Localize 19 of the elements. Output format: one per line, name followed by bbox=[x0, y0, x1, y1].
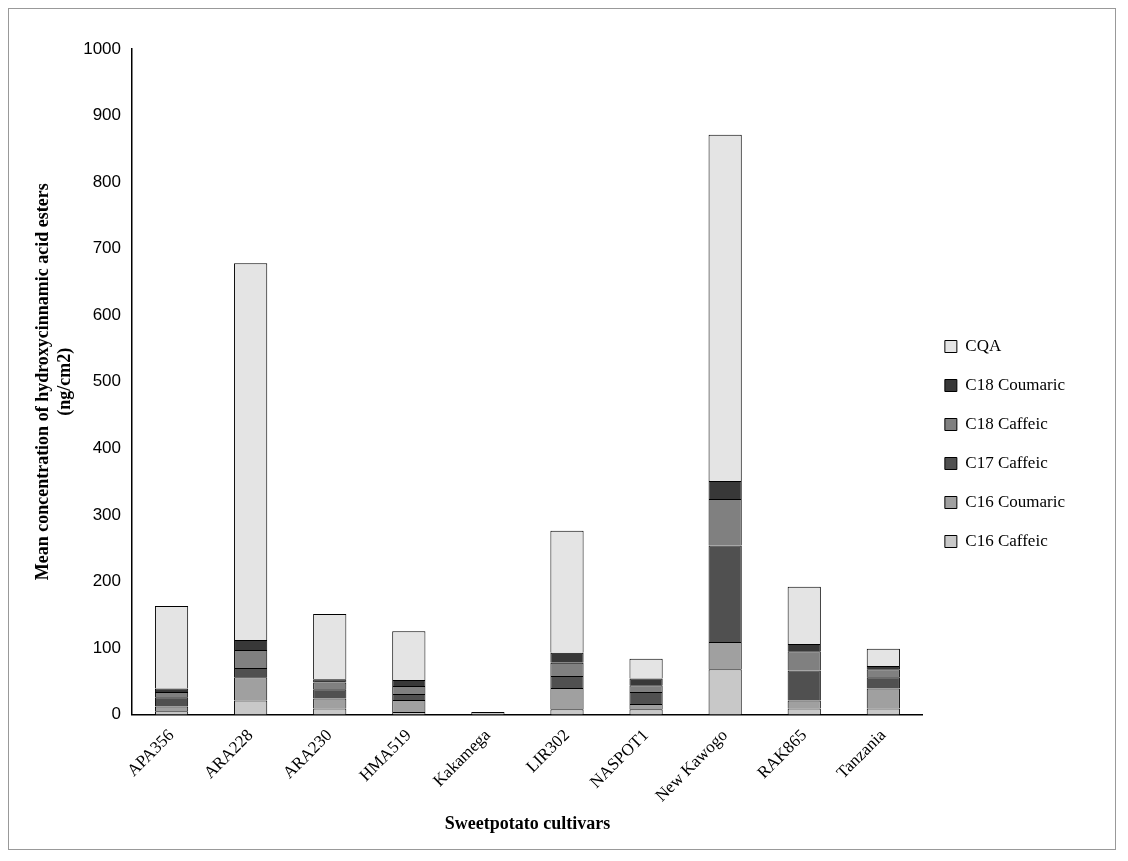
y-tick-label: 200 bbox=[92, 571, 122, 591]
y-axis-title: Mean concentration of hydroxycinnamic acid esters (ng/cm2) bbox=[32, 183, 76, 581]
y-tick-label: 100 bbox=[92, 637, 122, 657]
legend-label: CQA bbox=[965, 335, 1002, 355]
legend-label: C16 Coumaric bbox=[965, 491, 1066, 511]
legend-label: C17 Caffeic bbox=[965, 452, 1049, 472]
y-tick-label: 0 bbox=[111, 704, 122, 724]
y-tick-label: 600 bbox=[92, 304, 122, 324]
y-tick-label: 900 bbox=[92, 105, 122, 125]
legend-label: C18 Caffeic bbox=[965, 413, 1049, 433]
y-tick-label: 500 bbox=[92, 371, 122, 391]
y-tick-label: 300 bbox=[92, 504, 122, 524]
y-tick-label: 400 bbox=[92, 438, 122, 458]
legend-label: C16 Caffeic bbox=[965, 530, 1049, 550]
legend-label: C18 Coumaric bbox=[965, 374, 1066, 394]
y-tick-label: 700 bbox=[92, 238, 122, 258]
x-axis-title: Sweetpotato cultivars bbox=[444, 812, 611, 833]
y-tick-label: 800 bbox=[92, 171, 122, 191]
y-tick-label: 1000 bbox=[83, 38, 122, 58]
